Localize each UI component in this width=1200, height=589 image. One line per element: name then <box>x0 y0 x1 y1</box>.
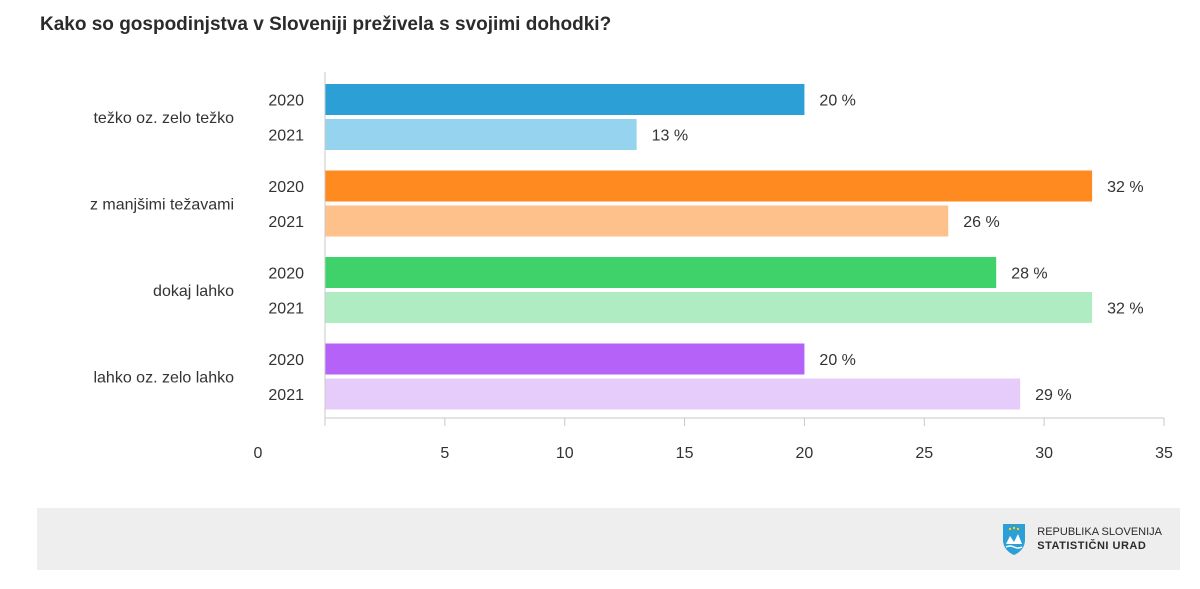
brand-text: Republika Slovenija Statistični urad <box>1037 525 1162 553</box>
category-label: lahko oz. zelo lahko <box>93 370 234 387</box>
data-label: 13 % <box>652 128 688 145</box>
data-label: 28 % <box>1011 266 1047 283</box>
data-label: 32 % <box>1107 179 1143 196</box>
bar-2020 <box>325 343 805 375</box>
series-label: 2020 <box>268 93 304 110</box>
bar-2020 <box>325 257 997 288</box>
x-tick-label: 0 <box>254 445 263 462</box>
bar-chart: težko oz. zelo težko 2020 20 % 2021 13 % z ma… <box>90 72 1173 462</box>
x-tick-label: 25 <box>915 445 933 462</box>
series-label: 2020 <box>268 179 304 196</box>
data-label: 20 % <box>819 352 855 369</box>
data-label: 32 % <box>1107 301 1143 318</box>
series-label: 2020 <box>268 352 304 369</box>
category-label: težko oz. zelo težko <box>93 110 234 127</box>
brand-line1: Republika Slovenija <box>1037 526 1162 538</box>
bar-2021 <box>325 205 949 237</box>
brand-line2: Statistični urad <box>1037 540 1147 552</box>
series-label: 2021 <box>268 214 304 231</box>
category-label: z manjšimi težavami <box>90 197 234 214</box>
data-label: 29 % <box>1035 387 1071 404</box>
x-tick-label: 35 <box>1155 445 1173 462</box>
data-label: 26 % <box>963 214 999 231</box>
x-tick-label: 30 <box>1035 445 1053 462</box>
x-tick-label: 15 <box>676 445 694 462</box>
data-label: 20 % <box>819 93 855 110</box>
series-label: 2020 <box>268 266 304 283</box>
x-tick-label: 10 <box>556 445 574 462</box>
series-label: 2021 <box>268 387 304 404</box>
x-tick-label: 20 <box>796 445 814 462</box>
chart-title: Kako so gospodinjstva v Sloveniji preživ… <box>40 14 612 35</box>
bar-2020 <box>325 84 805 115</box>
bar-2020 <box>325 170 1093 202</box>
series-label: 2021 <box>268 128 304 145</box>
footer-bar: Republika Slovenija Statistični urad <box>37 508 1180 570</box>
category-label: dokaj lahko <box>153 283 234 300</box>
brand: Republika Slovenija Statistični urad <box>1001 522 1162 556</box>
bar-2021 <box>325 292 1093 323</box>
x-tick-label: 5 <box>440 445 449 462</box>
bar-2021 <box>325 378 1021 410</box>
coat-of-arms-icon <box>1003 524 1026 555</box>
bar-2021 <box>325 119 637 150</box>
series-label: 2021 <box>268 301 304 318</box>
